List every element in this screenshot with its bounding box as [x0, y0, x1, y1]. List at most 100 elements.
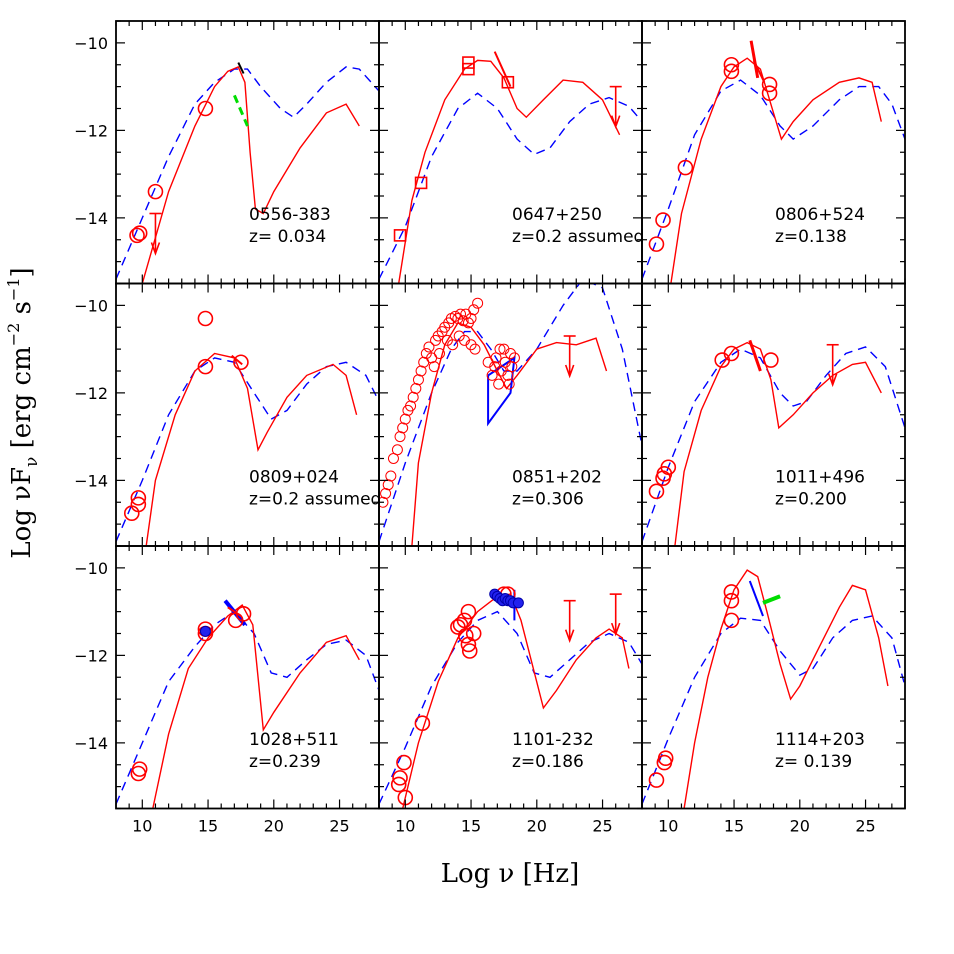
model-dashed-line [116, 610, 379, 805]
data-point-circle [414, 715, 431, 731]
svg-text:Log νFν [erg cm−2 s−1]: Log νFν [erg cm−2 s−1] [4, 267, 42, 558]
x-tick-label: 25 [855, 817, 875, 836]
source-name: 0806+524 [775, 205, 865, 225]
data-segment [233, 94, 249, 127]
source-name: 0556-383 [249, 205, 331, 225]
data-point-circle [456, 612, 473, 629]
data-point-circle [385, 470, 397, 482]
y-tick-label: −14 [74, 471, 108, 490]
x-tick-label: 10 [395, 817, 415, 836]
model-dashed-line [642, 346, 905, 542]
model-dashed-line [642, 615, 905, 805]
upper-limit-head [610, 622, 621, 637]
source-name: 1101-232 [512, 730, 594, 750]
data-point-circle [648, 483, 665, 500]
model-solid-line [141, 65, 360, 284]
y-tick-label: −10 [74, 34, 108, 53]
data-point-circle [447, 339, 459, 351]
upper-limit-arrow [563, 599, 576, 644]
source-redshift: z=0.306 [512, 490, 584, 510]
data-point-filled [199, 625, 211, 637]
data-point-circle [655, 212, 671, 228]
source-redshift: z=0.2 assumed [512, 227, 644, 247]
plot-area [116, 310, 379, 546]
data-point-circle [391, 444, 403, 456]
data-point-circle [235, 606, 252, 622]
data-point-circle [233, 354, 249, 371]
model-dashed-line [116, 66, 379, 280]
data-point-circle [723, 584, 740, 600]
x-tick-label: 10 [132, 817, 152, 836]
data-point-circle [130, 490, 147, 506]
data-point-circle [439, 321, 451, 333]
y-tick-label: −10 [74, 559, 108, 578]
source-name: 0647+250 [512, 205, 602, 225]
y-tick-label: −12 [74, 121, 108, 140]
upper-limit-arrow [609, 85, 622, 129]
source-redshift: z=0.138 [775, 227, 847, 247]
upper-limit-head [610, 115, 621, 129]
data-point-circle [493, 378, 505, 390]
data-point-circle [465, 339, 477, 351]
data-point-circle [461, 643, 478, 659]
panel-frame [378, 545, 643, 810]
source-name: 0809+024 [249, 468, 339, 488]
x-tick-label: 20 [527, 817, 547, 836]
data-point-circle [428, 361, 440, 373]
x-tick-label: 10 [658, 817, 678, 836]
model-dashed-line [642, 79, 905, 280]
data-segment [762, 594, 781, 605]
data-point-circle [761, 85, 778, 101]
data-segment [748, 580, 764, 617]
data-segment [237, 62, 245, 74]
y-tick-label: −12 [74, 646, 108, 665]
x-tick-label: 15 [198, 817, 218, 836]
model-solid-line [683, 569, 889, 809]
data-point-circle [648, 772, 665, 788]
data-point-circle [723, 612, 740, 629]
data-segment [749, 40, 760, 79]
data-point-circle [503, 378, 515, 390]
data-point-circle [457, 315, 469, 327]
panel-ticks [641, 545, 906, 810]
model-solid-line [152, 604, 360, 809]
data-point-circle [761, 76, 778, 93]
x-tick-label: 20 [264, 817, 284, 836]
data-point-square [414, 176, 428, 190]
data-point-circle [469, 343, 481, 355]
data-point-circle [660, 459, 677, 476]
data-point-circle [197, 358, 214, 375]
data-point-circle [130, 496, 147, 513]
data-point-circle [457, 627, 474, 644]
upper-limit-arrow [149, 212, 162, 256]
panel-ticks [378, 545, 643, 810]
model-solid-line [145, 352, 358, 546]
upper-limit-head [150, 242, 161, 256]
plot-area [642, 339, 905, 546]
model-dashed-line [116, 357, 379, 542]
data-point-circle [392, 770, 408, 786]
data-segment [487, 355, 516, 427]
panel-frame [378, 282, 643, 547]
x-tick-label: 20 [790, 817, 810, 836]
data-point-circle [468, 304, 480, 316]
data-point-square [501, 75, 515, 89]
data-point-square [393, 229, 407, 242]
data-segment [752, 59, 766, 83]
data-point-circle [723, 56, 740, 73]
model-dashed-line [379, 610, 642, 805]
panel-ticks [641, 282, 906, 547]
upper-limit-arrow [563, 335, 576, 379]
panel-frame [641, 545, 906, 810]
y-tick-label: −14 [74, 209, 108, 228]
data-point-circle [723, 345, 740, 362]
panel-frame [115, 545, 380, 810]
data-point-circle [423, 341, 435, 353]
source-name: 0851+202 [512, 468, 602, 488]
